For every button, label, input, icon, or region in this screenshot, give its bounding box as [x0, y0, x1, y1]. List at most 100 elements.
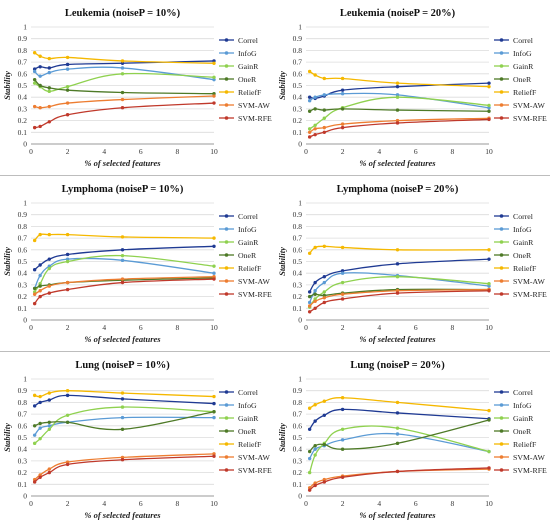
legend-label: GainR — [513, 62, 534, 71]
data-point — [313, 127, 317, 131]
data-point — [212, 452, 216, 456]
data-point — [322, 296, 326, 300]
data-point — [307, 488, 312, 492]
y-tick-label: 0.8 — [18, 398, 28, 407]
data-point — [32, 480, 37, 484]
y-tick-label: 0.5 — [18, 81, 28, 90]
data-point — [340, 297, 345, 301]
legend-label: ReliefF — [513, 440, 537, 449]
data-point — [212, 401, 216, 406]
data-point — [212, 264, 216, 268]
data-point — [487, 449, 491, 454]
x-tick-label: 8 — [176, 323, 180, 332]
series-line-svm-aw — [34, 95, 215, 109]
data-point — [32, 81, 37, 85]
y-tick-label: 0.7 — [293, 58, 303, 67]
data-point — [340, 427, 345, 432]
data-point — [47, 291, 51, 295]
data-point — [313, 453, 317, 457]
chart-svg: Lung (noiseP = 20%) 0 0.1 0.2 0.3 0.4 0.5 0.6 0.… — [277, 360, 547, 520]
data-point — [65, 280, 70, 285]
data-point — [212, 244, 216, 248]
data-point — [47, 89, 51, 94]
data-point — [395, 108, 400, 112]
series-line-svm-rfe — [34, 102, 215, 129]
data-point — [47, 284, 51, 288]
y-axis-label: Stability — [277, 247, 287, 276]
data-point — [307, 127, 312, 131]
data-point — [340, 271, 345, 275]
chart-title: Lymphoma (noiseP = 20%) — [337, 184, 459, 195]
data-point — [38, 394, 42, 399]
y-tick-label: 0.6 — [18, 69, 28, 78]
y-tick-label: 0.8 — [293, 46, 303, 55]
data-point — [65, 113, 70, 117]
legend-swatch-marker — [224, 116, 229, 120]
data-point — [313, 280, 317, 285]
x-tick-label: 0 — [29, 147, 33, 156]
data-point — [120, 427, 125, 432]
x-tick-label: 6 — [139, 147, 143, 156]
data-point — [47, 86, 51, 90]
data-point — [120, 90, 125, 95]
data-point — [32, 441, 37, 446]
chart-svg: Lymphoma (noiseP = 20%) 0 0.1 0.2 0.3 0.4 0.5 0… — [277, 184, 547, 344]
data-point — [32, 290, 37, 294]
data-point — [307, 406, 312, 410]
data-point — [47, 104, 51, 109]
legend-swatch-marker — [499, 390, 504, 394]
x-axis-label: % of selected features — [359, 510, 436, 520]
y-tick-label: 0.9 — [293, 34, 303, 43]
y-tick-label: 0.9 — [18, 34, 28, 43]
x-tick-label: 0 — [304, 147, 308, 156]
data-point — [65, 252, 70, 257]
data-point — [212, 275, 216, 279]
legend-label: SVM-RFE — [238, 114, 272, 123]
y-tick-label: 0.4 — [18, 93, 28, 102]
legend-swatch-marker — [499, 90, 504, 94]
series-line-gainr — [309, 96, 490, 130]
chart-panel-leukemia-20: Leukemia (noiseP = 20%) 0 0.1 0.2 0.3 0.4 0.5 0… — [275, 0, 550, 175]
y-tick-label: 0.1 — [18, 480, 28, 489]
y-tick-label: 0 — [23, 492, 27, 501]
data-point — [487, 289, 491, 293]
data-point — [47, 257, 51, 261]
legend-label: Correl — [513, 36, 534, 45]
legend-label: SVM-AW — [238, 101, 271, 110]
data-point — [120, 280, 125, 285]
y-tick-label: 0.1 — [293, 480, 303, 489]
data-point — [120, 277, 125, 281]
data-point — [322, 125, 326, 130]
data-point — [47, 66, 51, 70]
data-point — [212, 271, 216, 275]
x-tick-label: 0 — [304, 323, 308, 332]
data-point — [120, 391, 125, 395]
y-axis-label: Stability — [277, 423, 287, 452]
data-point — [32, 433, 37, 437]
data-point — [487, 117, 491, 122]
legend-label: SVM-RFE — [238, 290, 272, 299]
legend-label: SVM-RFE — [513, 466, 547, 475]
data-point — [307, 470, 312, 475]
x-tick-label: 6 — [139, 323, 143, 332]
y-tick-label: 0.1 — [293, 128, 303, 137]
legend-swatch-marker — [499, 64, 504, 68]
data-point — [313, 299, 317, 303]
y-tick-label: 1 — [298, 375, 302, 384]
data-point — [32, 267, 37, 272]
y-tick-label: 0.3 — [293, 280, 303, 289]
series-line-gainr — [309, 276, 490, 308]
y-axis-label: Stability — [2, 247, 12, 276]
legend-label: OneR — [513, 75, 532, 84]
chart-title: Lung (noiseP = 20%) — [350, 360, 445, 371]
y-tick-label: 0.1 — [293, 304, 303, 313]
data-point — [307, 300, 312, 305]
legend-label: Correl — [513, 388, 534, 397]
data-point — [38, 124, 42, 129]
data-point — [322, 290, 326, 294]
data-point — [65, 393, 70, 398]
data-point — [340, 125, 345, 130]
data-point — [307, 99, 312, 103]
x-tick-label: 10 — [210, 499, 218, 508]
data-point — [313, 289, 317, 293]
